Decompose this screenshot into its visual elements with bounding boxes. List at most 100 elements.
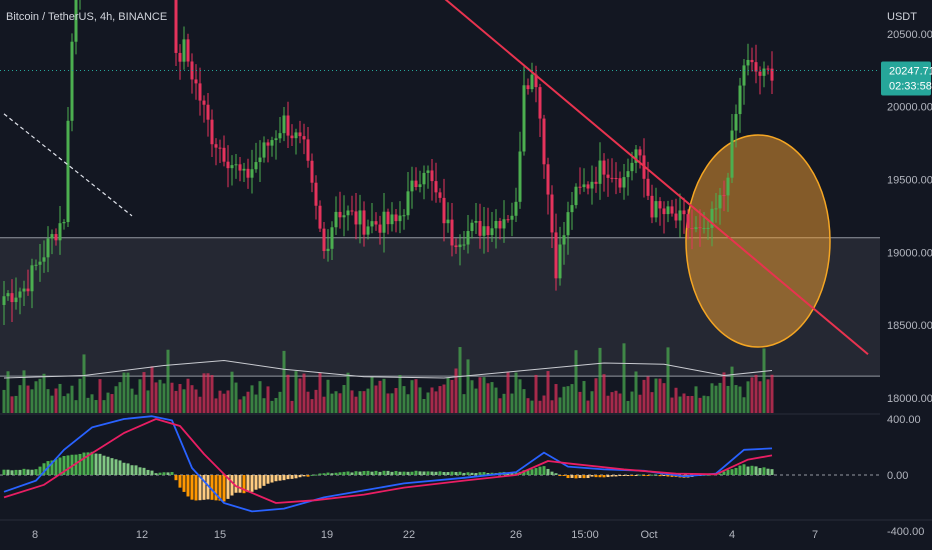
volume-bar bbox=[698, 397, 702, 413]
macd-histogram-bar bbox=[226, 475, 230, 499]
volume-bar bbox=[134, 394, 138, 413]
volume-bar bbox=[554, 384, 558, 413]
candle-body bbox=[394, 214, 398, 222]
candle-body bbox=[518, 151, 522, 202]
candle-body bbox=[602, 160, 606, 175]
macd-histogram-bar bbox=[550, 471, 554, 475]
volume-bar bbox=[730, 366, 734, 413]
candle-body bbox=[482, 226, 486, 236]
candle-body bbox=[370, 221, 374, 227]
candle-body bbox=[326, 248, 330, 252]
macd-histogram-bar bbox=[514, 472, 518, 475]
volume-bar bbox=[534, 374, 538, 413]
volume-bar bbox=[70, 385, 74, 413]
macd-histogram-bar bbox=[310, 474, 314, 476]
volume-bar bbox=[658, 378, 662, 413]
volume-bar bbox=[490, 382, 494, 413]
volume-bar bbox=[10, 396, 14, 413]
macd-histogram-bar bbox=[746, 466, 750, 475]
candle-body bbox=[38, 261, 42, 265]
volume-bar bbox=[42, 373, 46, 413]
candle-body bbox=[10, 293, 14, 303]
candle-body bbox=[194, 79, 198, 84]
volume-bar bbox=[158, 379, 162, 413]
macd-histogram-bar bbox=[398, 471, 402, 475]
candle-body bbox=[458, 244, 462, 248]
candle-body bbox=[414, 180, 418, 188]
macd-histogram-bar bbox=[18, 469, 22, 475]
volume-bar bbox=[106, 392, 110, 413]
volume-bar bbox=[518, 379, 522, 413]
candle-body bbox=[578, 186, 582, 188]
macd-histogram-bar bbox=[770, 469, 774, 475]
volume-bar bbox=[646, 376, 650, 413]
macd-histogram-bar bbox=[486, 473, 490, 475]
candle-body bbox=[390, 214, 394, 225]
macd-histogram-bar bbox=[374, 470, 378, 475]
macd-histogram-bar bbox=[650, 474, 654, 476]
macd-histogram-bar bbox=[522, 470, 526, 475]
volume-bar bbox=[410, 380, 414, 413]
volume-bar bbox=[54, 388, 58, 413]
volume-bar bbox=[462, 394, 466, 413]
chart-title: Bitcoin / TetherUS, 4h, BINANCE bbox=[6, 11, 167, 23]
volume-bar bbox=[618, 393, 622, 413]
macd-histogram-bar bbox=[354, 471, 358, 475]
macd-histogram-bar bbox=[462, 472, 466, 475]
volume-bar bbox=[98, 379, 102, 413]
macd-histogram-bar bbox=[178, 475, 182, 488]
candle-body bbox=[514, 201, 518, 216]
macd-histogram-bar bbox=[126, 463, 130, 475]
volume-bar bbox=[770, 374, 774, 413]
candle-body bbox=[294, 132, 298, 139]
candle-body bbox=[446, 219, 450, 224]
volume-bar bbox=[282, 350, 286, 413]
candle-body bbox=[666, 206, 670, 215]
candle-body bbox=[506, 219, 510, 221]
macd-histogram-bar bbox=[58, 457, 62, 475]
macd-histogram-bar bbox=[414, 470, 418, 475]
macd-histogram-bar bbox=[242, 475, 246, 494]
candle-body bbox=[626, 171, 630, 178]
volume-bar bbox=[190, 385, 194, 413]
candle-body bbox=[206, 104, 210, 120]
candle-body bbox=[714, 208, 718, 210]
volume-bar bbox=[562, 386, 566, 413]
candle-body bbox=[270, 140, 274, 146]
volume-bar bbox=[546, 371, 550, 413]
volume-bar bbox=[286, 374, 290, 413]
volume-bar bbox=[318, 372, 322, 413]
macd-histogram-bar bbox=[546, 468, 550, 475]
macd-histogram-bar bbox=[50, 460, 54, 475]
macd-histogram-bar bbox=[606, 475, 610, 478]
volume-bar bbox=[642, 379, 646, 413]
macd-histogram-bar bbox=[294, 475, 298, 479]
volume-bar bbox=[394, 388, 398, 413]
candle-body bbox=[42, 257, 46, 262]
candle-body bbox=[434, 181, 438, 193]
macd-histogram-bar bbox=[562, 475, 566, 476]
candle-body bbox=[386, 211, 390, 225]
volume-bar bbox=[366, 388, 370, 413]
candle-body bbox=[62, 222, 66, 224]
macd-histogram-bar bbox=[378, 471, 382, 475]
time-tick-label: 15:00 bbox=[571, 529, 599, 541]
volume-bar bbox=[362, 391, 366, 413]
volume-bar bbox=[634, 371, 638, 413]
macd-histogram-bar bbox=[362, 471, 366, 475]
volume-bar bbox=[162, 383, 166, 413]
volume-bar bbox=[302, 373, 306, 413]
candle-body bbox=[502, 219, 506, 229]
candle-body bbox=[66, 120, 70, 223]
macd-histogram-bar bbox=[358, 471, 362, 475]
price-tick-label: 18000.00 bbox=[887, 393, 932, 405]
candle-body bbox=[598, 160, 602, 184]
volume-bar bbox=[650, 392, 654, 413]
time-tick-label: 19 bbox=[321, 529, 333, 541]
volume-bar bbox=[478, 377, 482, 413]
candle-body bbox=[442, 197, 446, 224]
volume-bar bbox=[550, 400, 554, 413]
volume-bar bbox=[486, 383, 490, 413]
candle-body bbox=[46, 238, 50, 258]
